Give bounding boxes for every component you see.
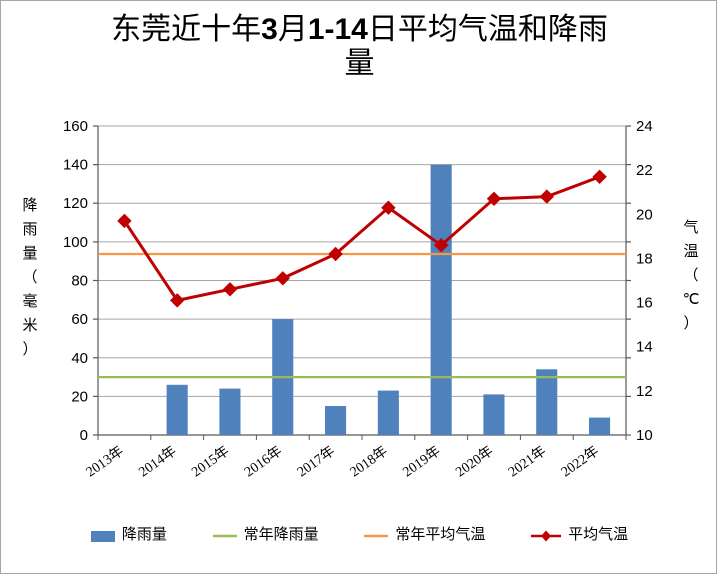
svg-text:2014年: 2014年 — [136, 443, 180, 480]
svg-text:24: 24 — [636, 118, 653, 135]
svg-text:2020年: 2020年 — [453, 443, 497, 480]
svg-text:2018年: 2018年 — [347, 443, 391, 480]
svg-text:10: 10 — [636, 427, 653, 444]
svg-text:14: 14 — [636, 339, 653, 356]
svg-text:2017年: 2017年 — [294, 443, 338, 480]
svg-text:0: 0 — [80, 427, 88, 444]
svg-text:2013年: 2013年 — [83, 443, 127, 480]
svg-text:20: 20 — [71, 388, 88, 405]
svg-text:18: 18 — [636, 250, 653, 267]
svg-text:40: 40 — [71, 350, 88, 367]
svg-text:2021年: 2021年 — [506, 443, 550, 480]
svg-text:2016年: 2016年 — [242, 443, 286, 480]
svg-text:120: 120 — [63, 195, 88, 212]
svg-text:2022年: 2022年 — [558, 443, 602, 480]
svg-text:2015年: 2015年 — [189, 443, 233, 480]
svg-text:22: 22 — [636, 162, 653, 179]
svg-text:100: 100 — [63, 234, 88, 251]
svg-text:20: 20 — [636, 206, 653, 223]
svg-text:140: 140 — [63, 157, 88, 174]
svg-text:12: 12 — [636, 383, 653, 400]
svg-text:2019年: 2019年 — [400, 443, 444, 480]
svg-text:16: 16 — [636, 295, 653, 312]
svg-text:80: 80 — [71, 273, 88, 290]
svg-text:60: 60 — [71, 311, 88, 328]
svg-text:160: 160 — [63, 118, 88, 135]
